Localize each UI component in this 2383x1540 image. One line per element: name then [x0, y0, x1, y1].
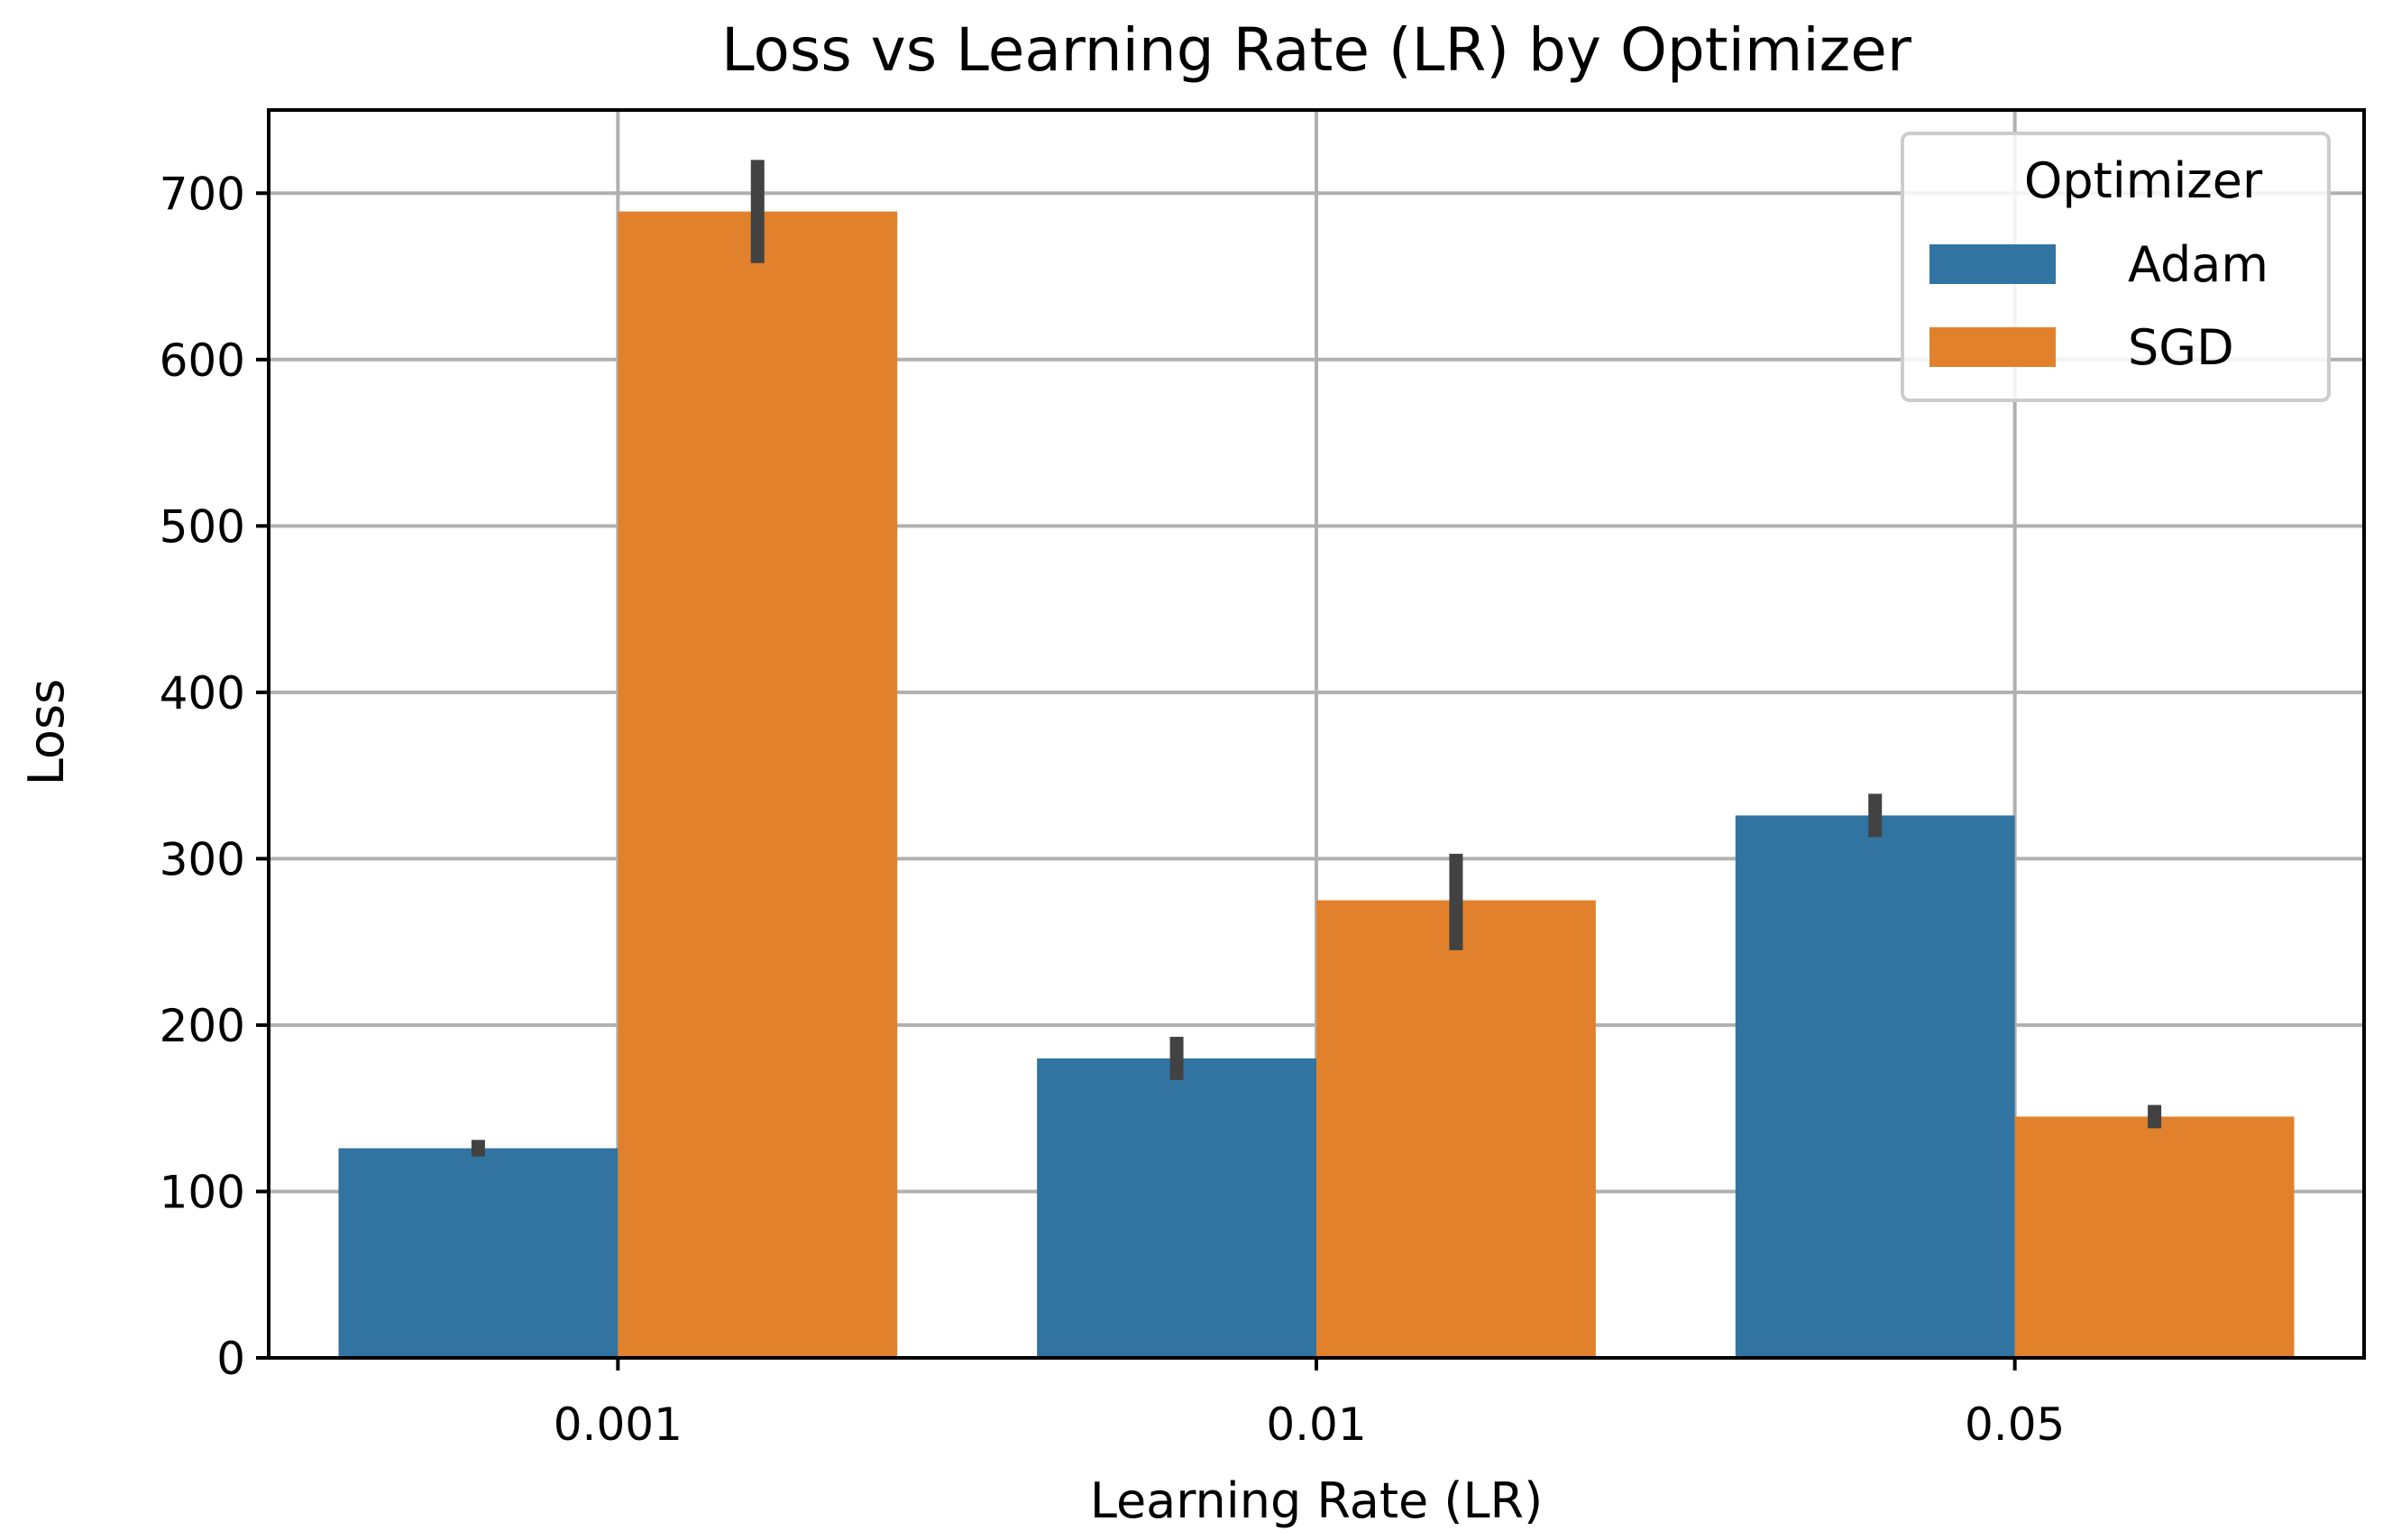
x-axis-ticks: 0.001 0.01 0.05 [554, 1358, 2065, 1451]
y-tick-label: 200 [160, 1000, 245, 1052]
bars [338, 211, 2295, 1359]
y-axis-label: Loss [18, 679, 75, 785]
y-tick-label: 300 [160, 833, 245, 885]
y-tick-label: 400 [160, 667, 245, 720]
legend-label-adam: Adam [2128, 236, 2268, 293]
legend-swatch-sgd [1929, 327, 2056, 367]
y-tick-label: 700 [160, 168, 245, 220]
bar-sgd-0.01 [1316, 900, 1596, 1358]
x-tick-label: 0.001 [554, 1398, 683, 1451]
bar-adam-0.001 [338, 1148, 619, 1358]
y-axis-ticks: 0 100 200 300 400 500 600 700 [160, 168, 269, 1385]
y-tick-label: 0 [216, 1333, 245, 1385]
bar-sgd-0.05 [2014, 1116, 2295, 1358]
bar-adam-0.01 [1037, 1058, 1316, 1358]
x-tick-label: 0.05 [1965, 1398, 2065, 1451]
x-axis-label: Learning Rate (LR) [1090, 1472, 1543, 1529]
y-tick-label: 100 [160, 1166, 245, 1218]
error-bars [471, 160, 2162, 1157]
legend-label-sgd: SGD [2128, 319, 2234, 376]
bar-sgd-0.001 [618, 211, 898, 1359]
bar-adam-0.05 [1735, 815, 2015, 1358]
y-tick-label: 500 [160, 500, 245, 553]
legend-title: Optimizer [2024, 152, 2263, 209]
y-tick-label: 600 [160, 335, 245, 387]
legend-swatch-adam [1929, 244, 2056, 284]
legend: Optimizer Adam SGD [1901, 132, 2331, 402]
chart-title: Loss vs Learning Rate (LR) by Optimizer [721, 15, 1912, 85]
x-tick-label: 0.01 [1266, 1398, 1366, 1451]
